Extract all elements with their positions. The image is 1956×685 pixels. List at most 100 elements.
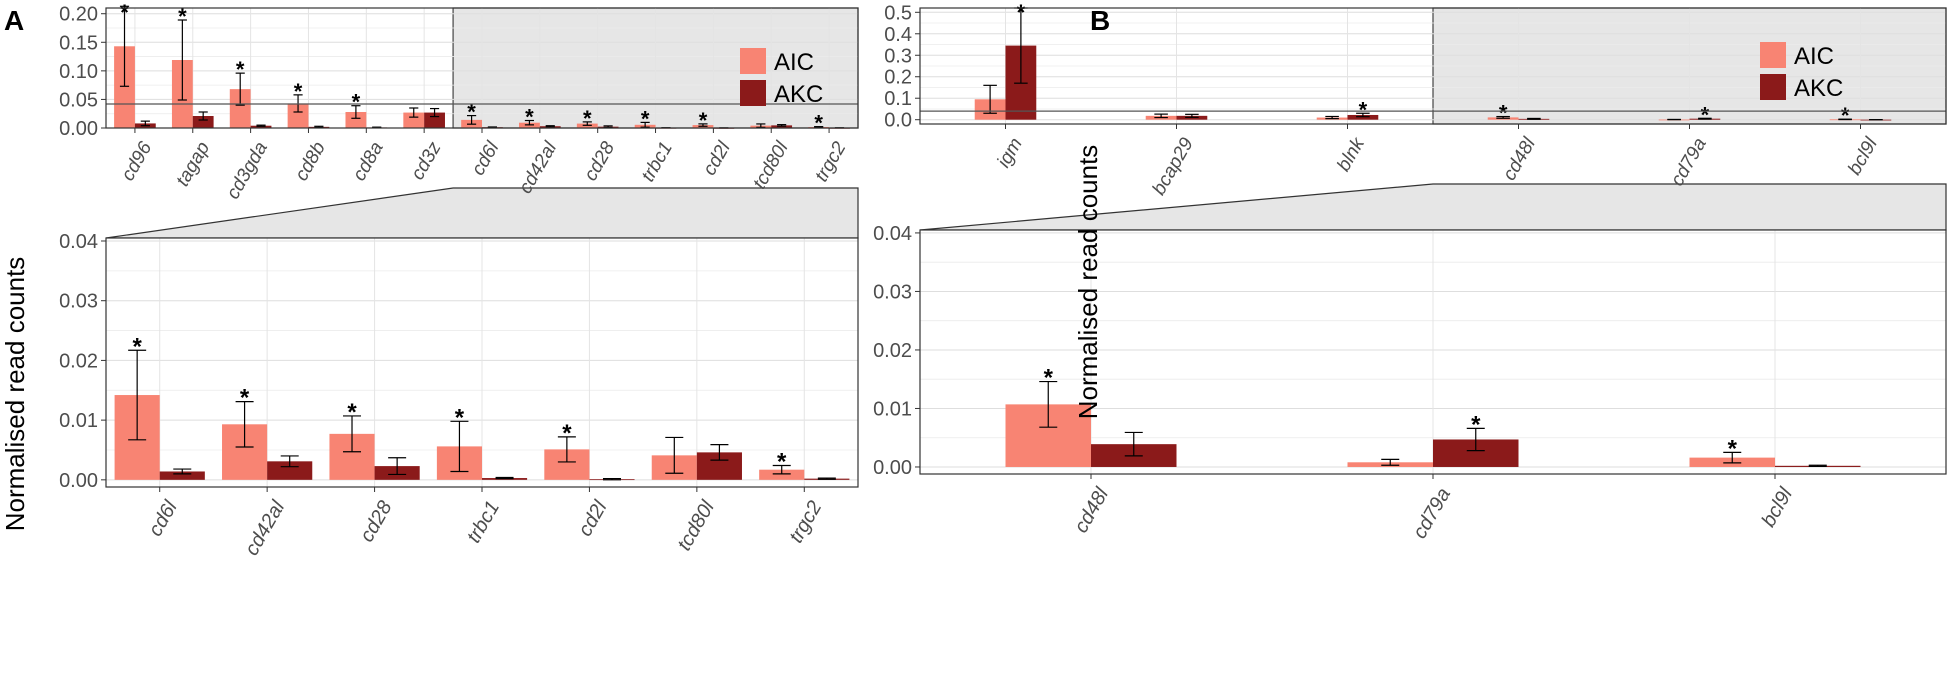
x-tick-label-cd79a: cd79a: [1667, 134, 1711, 189]
legend-label-aic: AIC: [774, 49, 814, 76]
x-tick-label-bcl9l: bcl9l: [1757, 484, 1797, 531]
significance-star: *: [1471, 411, 1481, 438]
x-tick-label-trbc1: trbc1: [463, 497, 504, 547]
significance-star: *: [455, 404, 465, 431]
x-tick-label-cd3z: cd3z: [407, 138, 446, 184]
significance-star: *: [814, 111, 823, 136]
x-tick-label-cd28: cd28: [580, 138, 619, 185]
significance-star: *: [347, 399, 357, 426]
x-tick-label-trgc2: trgc2: [811, 138, 851, 185]
legend-swatch-aic: [740, 48, 766, 74]
y-tick-label: 0.1: [884, 88, 912, 110]
y-tick-label: 0.10: [59, 61, 98, 83]
x-tick-label-tcd80l: tcd80l: [673, 497, 719, 555]
x-tick-label-cd48l: cd48l: [1070, 484, 1113, 537]
significance-star: *: [1701, 102, 1710, 127]
zoom-connector: [105, 187, 859, 239]
y-tick-label: 0.02: [59, 350, 98, 372]
y-tick-label: 0.15: [59, 32, 98, 54]
x-tick-label-bcap29: bcap29: [1149, 134, 1199, 199]
x-tick-label-cd6l: cd6l: [144, 497, 182, 540]
significance-star: *: [1841, 103, 1850, 128]
plot-border: [919, 7, 1947, 125]
legend-label-akc: AKC: [774, 81, 823, 108]
y-tick-label: 0.4: [884, 24, 912, 46]
x-tick-label-cd2l: cd2l: [574, 497, 612, 540]
legend-swatch-akc: [740, 80, 766, 106]
y-tick-label: 0.0: [884, 110, 912, 132]
y-tick-label: 0.3: [884, 45, 912, 67]
panel-a-overview-chart: 0.00 0.05 0.10 0.15 0.20 * * * * * * * * * * * cd96 tagap…: [59, 0, 859, 203]
y-tick-label: 0.04: [873, 223, 912, 245]
bar-aic-cd3gda: [229, 89, 251, 128]
x-tick-label-cd8a: cd8a: [349, 138, 388, 184]
y-tick-label: 0.03: [59, 291, 98, 313]
x-tick-label-blnk: blnk: [1333, 133, 1369, 175]
y-tick-label: 0.20: [59, 4, 98, 26]
y-tick-label: 0.00: [59, 118, 98, 140]
significance-star: *: [699, 108, 708, 133]
panel-b-overview-chart: 0.00.10.20.30.40.5 * * * * * igm bcap29 blnk cd48…: [884, 0, 1947, 199]
significance-star: *: [641, 106, 650, 131]
significance-star: *: [1359, 97, 1368, 122]
panel-b-label: B: [1090, 5, 1110, 36]
x-tick-label-cd48l: cd48l: [1499, 134, 1540, 185]
significance-star: *: [132, 333, 142, 360]
y-tick-label: 0.00: [873, 457, 912, 479]
legend-label-aic: AIC: [1794, 43, 1834, 70]
x-tick-label-bcl9l: bcl9l: [1844, 134, 1882, 179]
x-tick-label-cd96: cd96: [118, 138, 157, 185]
significance-star: *: [178, 4, 187, 29]
bar-aic-cd96: [114, 46, 135, 128]
x-tick-label-cd42al: cd42al: [241, 497, 290, 560]
significance-star: *: [240, 385, 250, 412]
x-tick-label-igm: igm: [993, 134, 1026, 171]
significance-star: *: [352, 90, 361, 115]
significance-star: *: [777, 449, 787, 476]
y-tick-label: 0.2: [884, 67, 912, 89]
significance-star: *: [562, 420, 572, 447]
significance-star: *: [583, 106, 592, 131]
significance-star: *: [294, 79, 303, 104]
significance-star: *: [1017, 0, 1026, 25]
bar-akc-blnk: [1347, 114, 1379, 120]
significance-star: *: [236, 57, 245, 82]
panel-a-zoom-chart: 0.00 0.01 0.02 0.03 0.04 * * * * * * cd6l cd42al cd28…: [59, 231, 859, 560]
bar-aic-cd8a: [345, 112, 367, 128]
bar-akc-tagap: [192, 116, 214, 128]
y-tick-label: 0.00: [59, 470, 98, 492]
legend-label-akc: AKC: [1794, 75, 1843, 102]
x-tick-label-cd28: cd28: [356, 497, 397, 546]
y-tick-label: 0.02: [873, 340, 912, 362]
x-tick-label-cd6l: cd6l: [468, 138, 504, 179]
bar-akc-cd3z: [424, 112, 445, 128]
panel-a-legend: AIC AKC: [740, 48, 823, 108]
significance-star: *: [1499, 101, 1508, 126]
bar-aic-trgc2: [759, 469, 805, 480]
zoom-connectors: [105, 183, 1947, 239]
legend-swatch-akc: [1760, 74, 1786, 100]
x-tick-label-cd8b: cd8b: [291, 138, 330, 184]
significance-star: *: [120, 0, 129, 25]
y-tick-label: 0.05: [59, 89, 98, 111]
y-tick-label: 0.04: [59, 231, 98, 253]
x-tick-label-tagap: tagap: [172, 138, 214, 190]
y-tick-label: 0.01: [873, 398, 912, 420]
y-tick-label: 0.03: [873, 281, 912, 303]
bar-akc-cd42al: [267, 461, 313, 480]
x-tick-label-cd3gda: cd3gda: [223, 138, 272, 202]
x-tick-label-cd2l: cd2l: [699, 138, 735, 179]
x-tick-label-tcd80l: tcd80l: [749, 138, 793, 193]
legend-swatch-aic: [1760, 42, 1786, 68]
x-tick-label-trbc1: trbc1: [638, 138, 677, 185]
x-tick-label-cd79a: cd79a: [1409, 484, 1455, 542]
significance-star: *: [1044, 365, 1054, 392]
panel-a-label: A: [4, 5, 24, 36]
panel-a-ylabel: Normalised read counts: [0, 257, 30, 532]
bar-akc-cd6l: [159, 471, 205, 480]
y-tick-label: 0.01: [59, 410, 98, 432]
significance-star: *: [1728, 435, 1738, 462]
panel-b-zoom-chart: 0.00 0.01 0.02 0.03 0.04 * * * cd48l cd79a bcl9l: [873, 223, 1947, 542]
y-tick-label: 0.5: [884, 2, 912, 24]
